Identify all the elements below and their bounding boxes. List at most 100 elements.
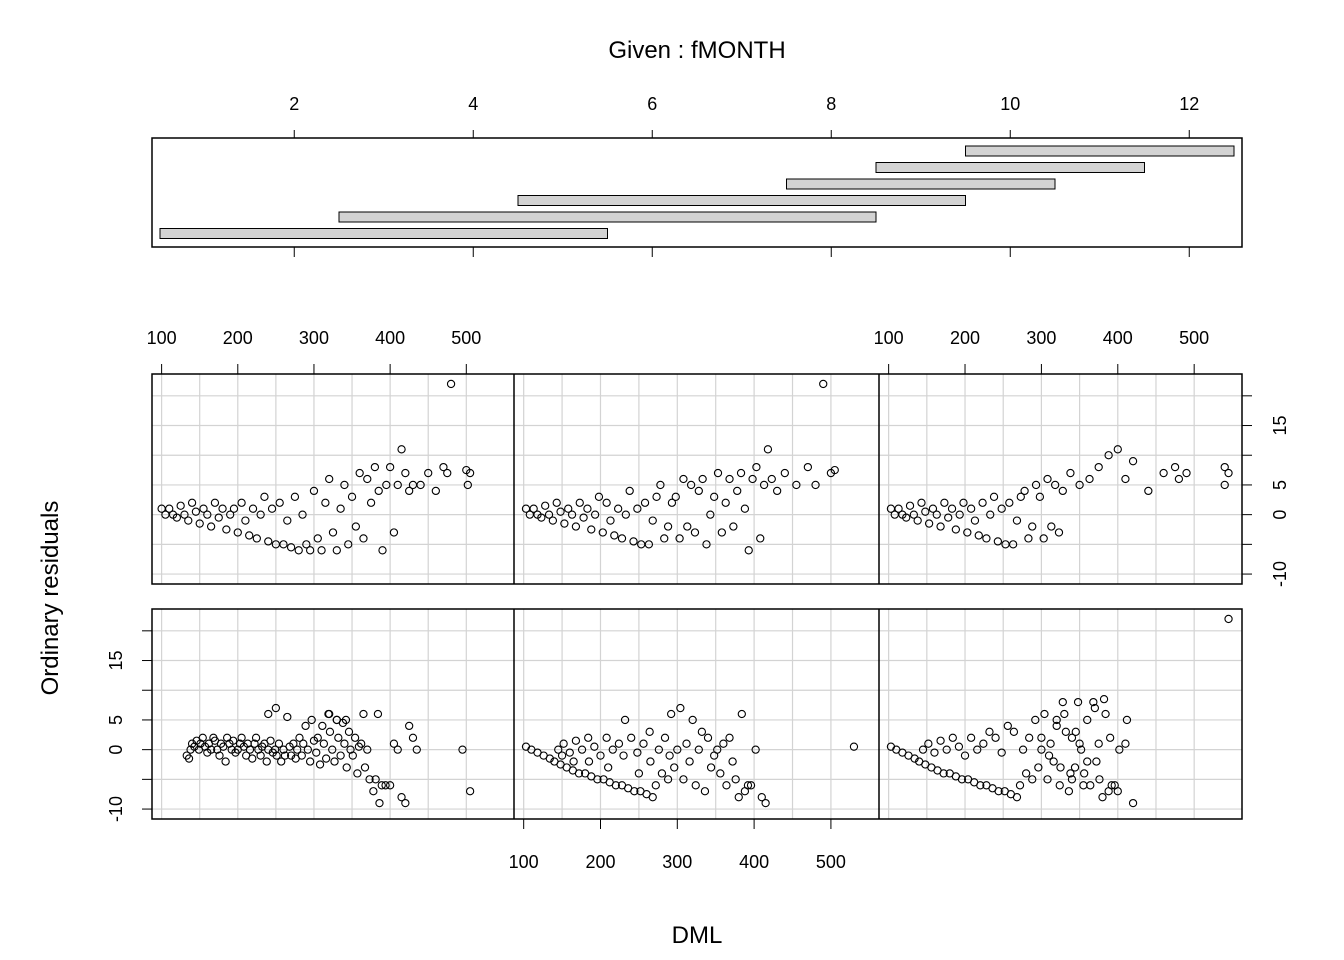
data-point: [424, 468, 433, 478]
data-point: [237, 733, 246, 742]
data-point: [218, 504, 227, 513]
panel-top-1: [514, 374, 879, 584]
data-point: [1094, 739, 1103, 748]
data-point: [976, 781, 985, 790]
data-point: [654, 745, 664, 754]
data-point: [385, 462, 395, 472]
data-point: [752, 462, 761, 472]
data-point: [381, 781, 390, 790]
data-point: [630, 787, 639, 796]
data-point: [229, 736, 238, 745]
data-point: [286, 543, 296, 552]
data-point: [313, 733, 322, 742]
data-point: [1031, 715, 1040, 725]
data-point: [439, 462, 448, 472]
given-tick-label: 6: [647, 94, 657, 114]
data-point: [725, 474, 734, 484]
data-point: [1018, 745, 1028, 754]
data-point: [446, 379, 456, 389]
y-tick-label: 0: [106, 745, 126, 755]
data-point: [1009, 727, 1019, 736]
data-point: [719, 739, 728, 748]
data-point: [740, 504, 750, 513]
data-point: [321, 754, 331, 763]
data-point: [294, 546, 303, 555]
data-point: [264, 537, 273, 546]
data-point: [970, 516, 980, 525]
data-point: [313, 534, 322, 543]
given-frame: [151, 137, 1243, 248]
data-point: [299, 739, 308, 748]
data-point: [1024, 534, 1033, 543]
data-point: [706, 510, 715, 519]
data-point: [544, 510, 554, 519]
data-point: [319, 739, 329, 748]
data-point: [963, 528, 972, 537]
data-point: [717, 528, 726, 537]
data-point: [700, 787, 710, 796]
given-tick-label: 4: [468, 94, 478, 114]
data-point: [397, 445, 406, 454]
data-point: [1049, 757, 1058, 766]
data-point: [1037, 745, 1046, 754]
data-point: [344, 727, 354, 736]
data-point: [325, 474, 334, 484]
data-point: [602, 733, 611, 742]
data-point: [336, 504, 345, 513]
data-point: [1076, 745, 1086, 754]
data-point: [652, 492, 661, 501]
data-point: [584, 757, 594, 766]
data-point: [353, 769, 362, 778]
data-point: [256, 510, 265, 519]
data-point: [1054, 528, 1064, 537]
data-point: [274, 739, 284, 748]
data-point: [676, 703, 685, 713]
data-point: [627, 733, 636, 742]
data-point: [405, 486, 414, 496]
data-point: [347, 492, 357, 501]
data-point: [830, 465, 839, 475]
data-point: [325, 727, 335, 736]
data-point: [571, 522, 581, 531]
data-point: [571, 736, 581, 745]
data-point: [694, 486, 703, 496]
data-point: [648, 793, 657, 802]
data-point: [1028, 522, 1037, 531]
data-point: [330, 757, 339, 766]
data-point: [305, 757, 315, 766]
data-point: [374, 486, 383, 496]
data-point: [619, 751, 628, 760]
data-point: [590, 510, 600, 519]
data-point: [373, 709, 383, 719]
data-point: [1044, 751, 1054, 760]
data-point: [698, 474, 707, 484]
data-point: [574, 769, 584, 778]
data-point: [1083, 715, 1092, 725]
data-point: [241, 516, 250, 525]
data-point: [1224, 614, 1233, 624]
y-tick-label: 5: [1270, 480, 1290, 490]
data-point: [340, 480, 349, 490]
data-point: [272, 751, 281, 760]
data-point: [955, 510, 964, 519]
given-interval-bar: [159, 228, 608, 239]
data-point: [849, 742, 859, 751]
data-point: [683, 522, 692, 531]
data-point: [1003, 721, 1012, 731]
data-point: [369, 787, 378, 796]
data-point: [611, 781, 621, 790]
data-point: [663, 522, 673, 531]
data-point: [1037, 733, 1046, 742]
data-point: [321, 498, 330, 507]
data-point: [443, 468, 452, 478]
data-point: [1035, 492, 1045, 501]
data-point: [1224, 468, 1233, 478]
data-point: [1083, 757, 1092, 766]
data-point: [974, 531, 983, 540]
data-point: [633, 504, 642, 513]
data-point: [688, 715, 697, 725]
data-point: [560, 519, 569, 528]
data-point: [966, 504, 976, 513]
data-point: [593, 775, 602, 784]
